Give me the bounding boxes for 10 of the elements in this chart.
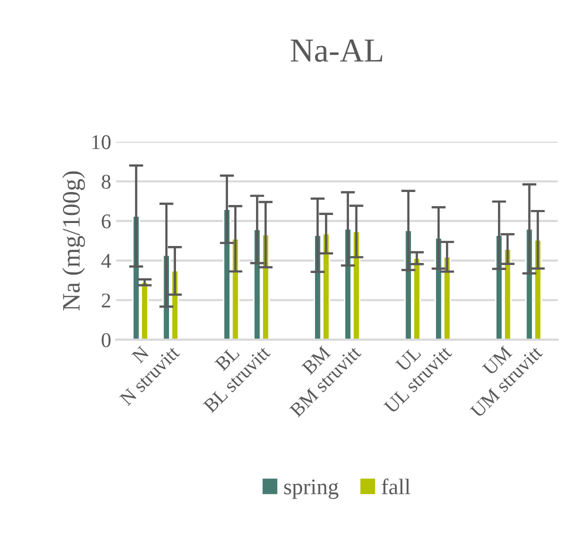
legend-label: spring [284,479,338,499]
y-tick-label: 6 [102,214,111,228]
y-tick-label: 10 [92,135,111,150]
legend-label: fall [382,478,410,494]
y-axis-title: Na (mg/100g) [62,171,85,310]
chart-title: Na-AL [290,40,382,62]
y-tick-label: 2 [102,294,110,308]
y-tick-label: 0 [102,333,111,348]
y-tick-label: 8 [102,174,111,189]
y-tick-label: 4 [101,254,112,268]
